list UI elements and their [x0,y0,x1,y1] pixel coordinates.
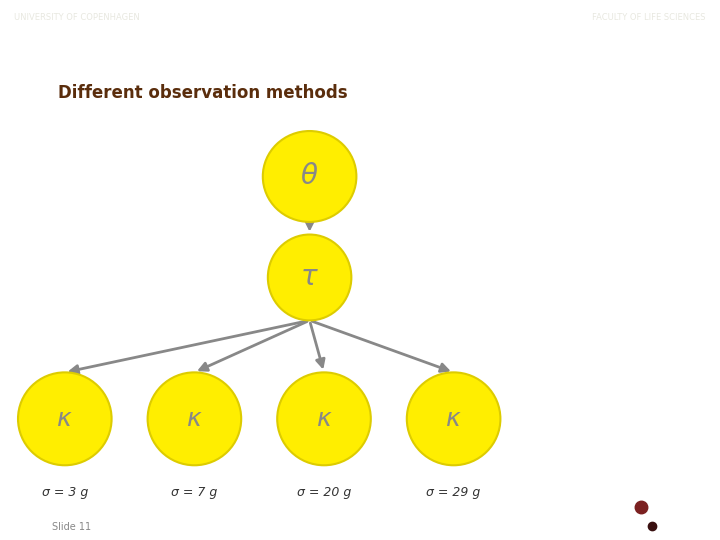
Text: UNIVERSITY OF COPENHAGEN: UNIVERSITY OF COPENHAGEN [14,13,140,22]
Ellipse shape [407,373,500,465]
Text: Different observation methods: Different observation methods [58,84,347,102]
Ellipse shape [277,373,371,465]
Text: σ = 29 g: σ = 29 g [426,485,481,498]
Ellipse shape [263,131,356,222]
Text: Slide 11: Slide 11 [53,522,91,532]
Text: σ = 3 g: σ = 3 g [42,485,88,498]
Text: $\tau$: $\tau$ [300,264,319,292]
Ellipse shape [148,373,241,465]
Text: $\kappa$: $\kappa$ [186,407,203,431]
Text: σ = 20 g: σ = 20 g [297,485,351,498]
Text: σ = 7 g: σ = 7 g [171,485,217,498]
Text: $\kappa$: $\kappa$ [445,407,462,431]
Text: $\theta$: $\theta$ [300,163,319,191]
Text: $\kappa$: $\kappa$ [56,407,73,431]
Ellipse shape [18,373,112,465]
Ellipse shape [268,234,351,320]
Text: $\kappa$: $\kappa$ [315,407,333,431]
Text: FACULTY OF LIFE SCIENCES: FACULTY OF LIFE SCIENCES [592,13,706,22]
